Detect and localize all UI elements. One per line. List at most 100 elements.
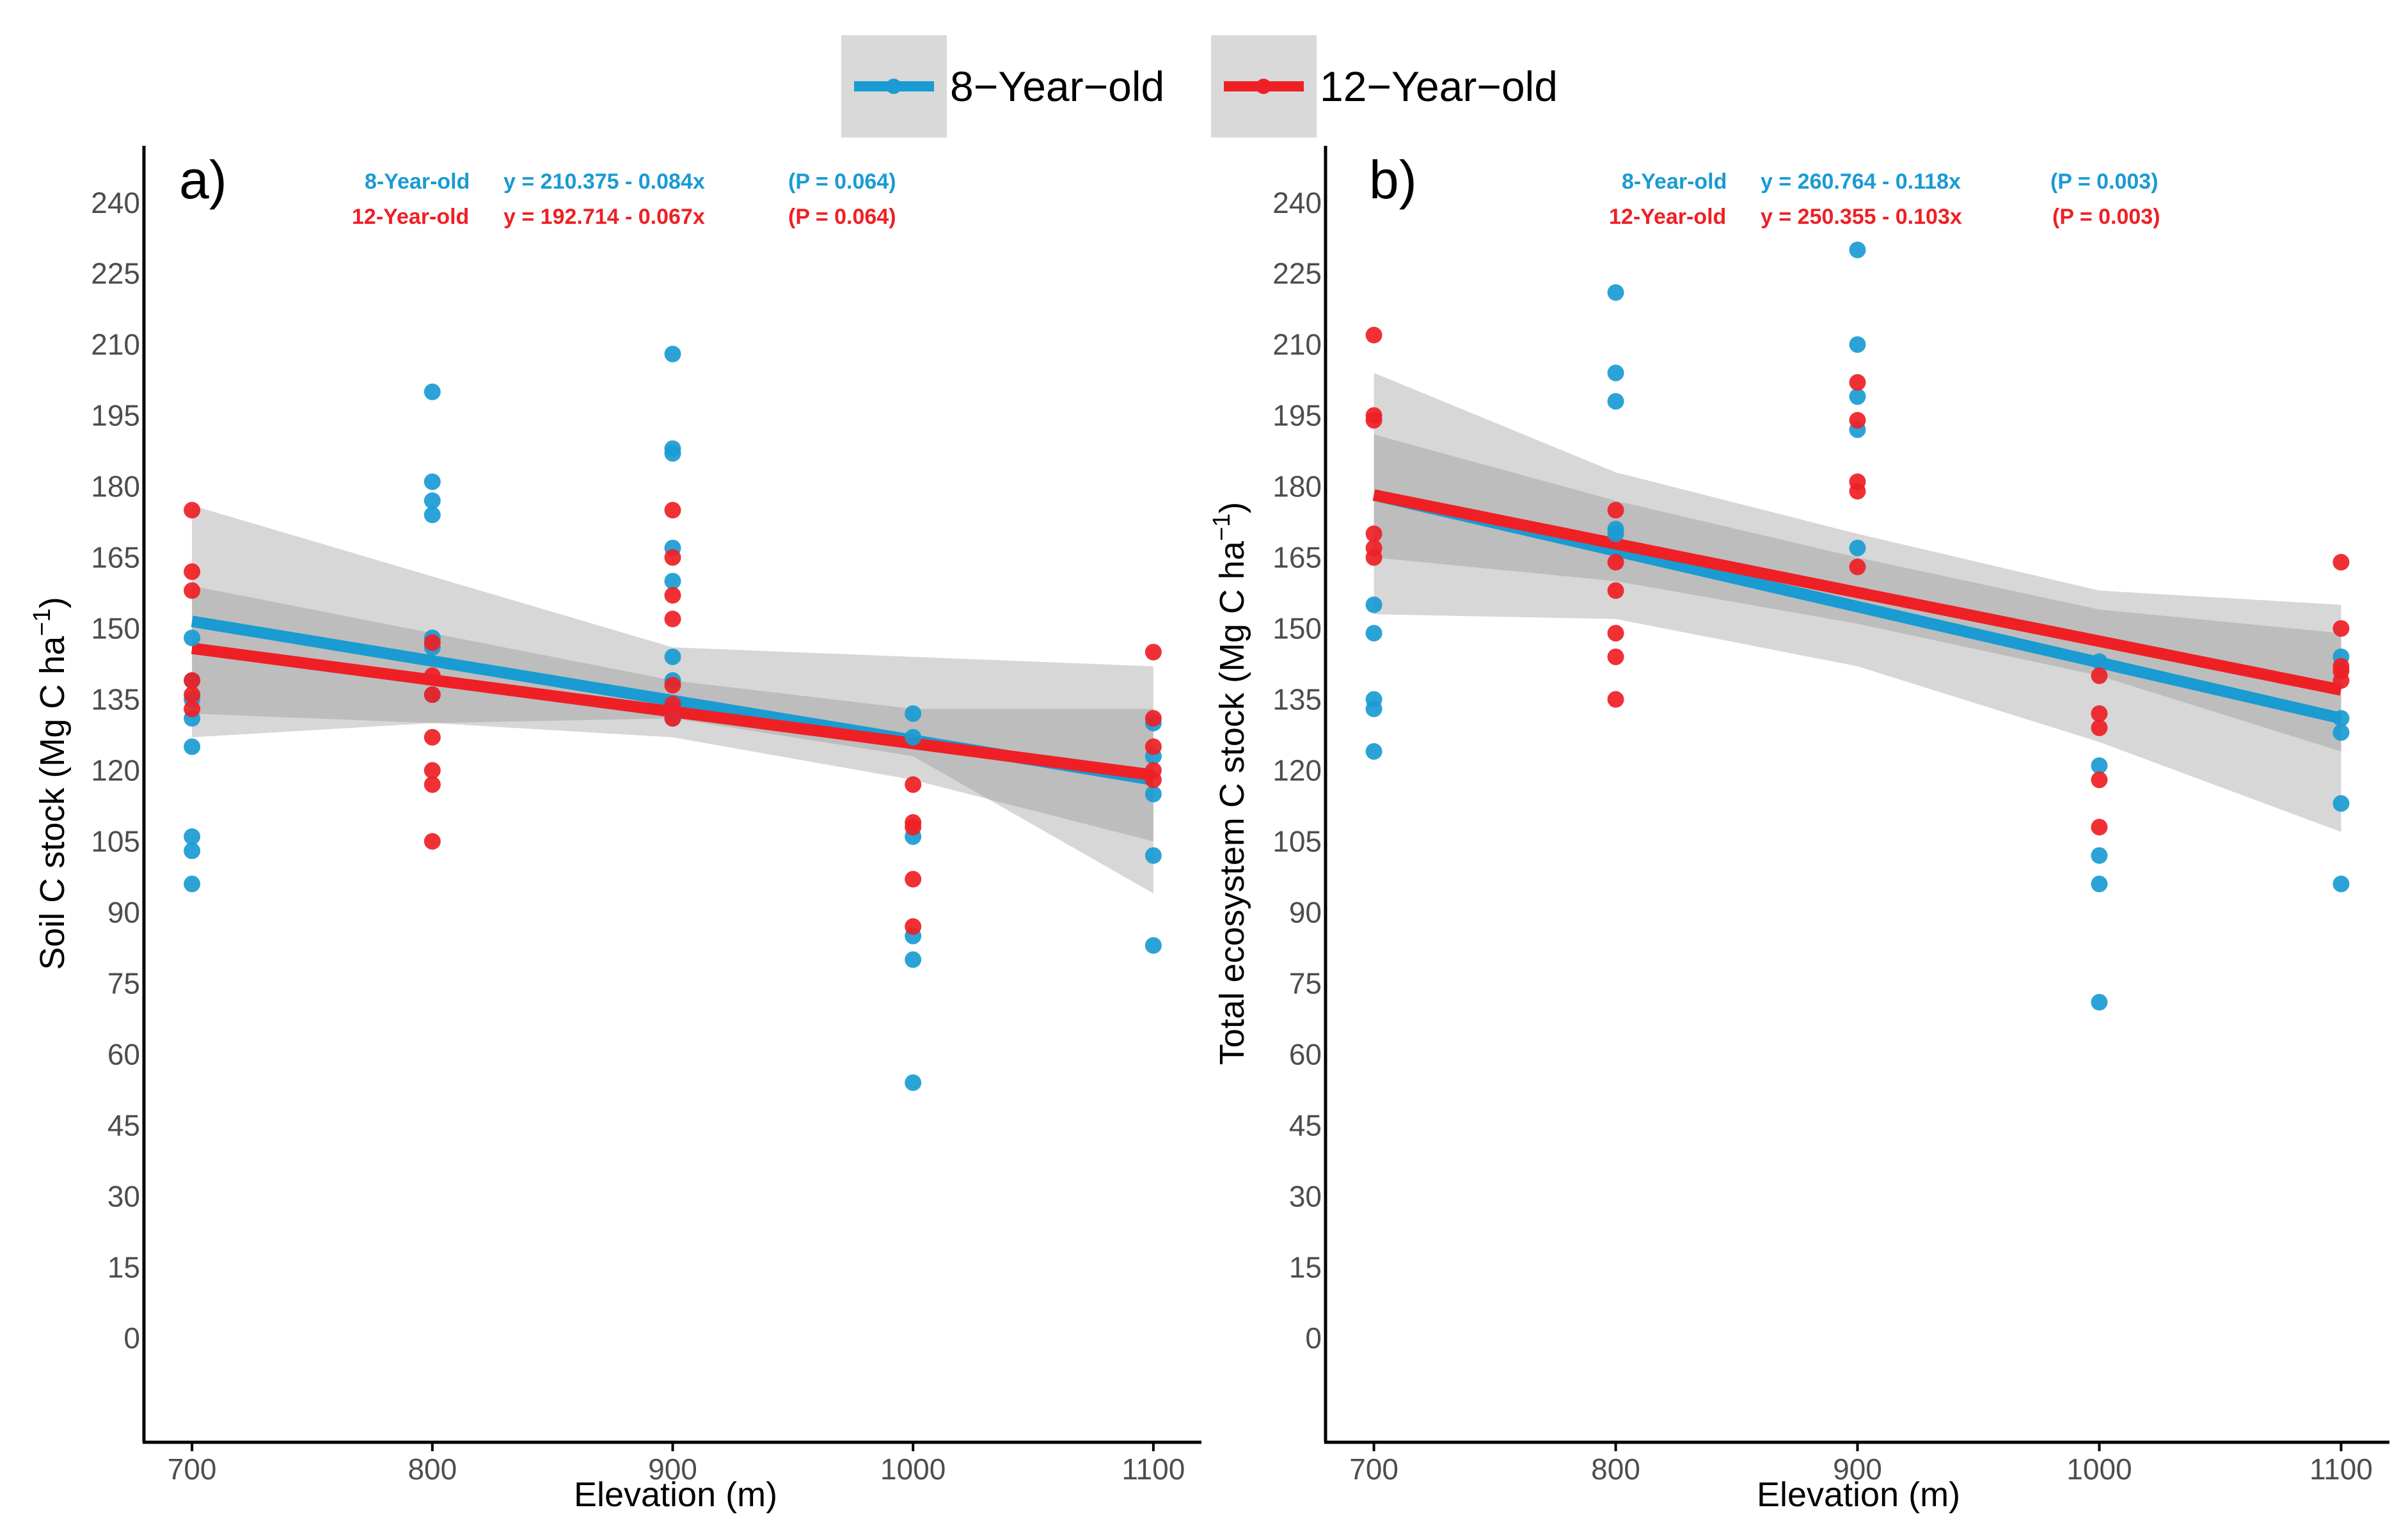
panel-a-point-8-year-old-24 — [905, 728, 922, 746]
panel-a-y-tick-180: 180 — [91, 470, 140, 503]
panel-a-axes — [142, 146, 1201, 1451]
panel-a-eq-series-label-8: 8-Year-old — [365, 169, 470, 194]
panel-b-point-8-year-old-10 — [1849, 241, 1866, 258]
panel-b-point-8-year-old-12 — [1849, 388, 1866, 405]
panel-b-point-8-year-old-4 — [1365, 743, 1382, 760]
panel-a-data-points — [184, 345, 1162, 1091]
panel-b-eq-formula-12: y = 250.355 - 0.103x — [1761, 205, 1962, 229]
panel-a-y-axis-title-main: Soil C stock (Mg C ha — [33, 636, 72, 970]
panel-b-point-8-year-old-11 — [1849, 336, 1866, 353]
panel-b-y-tick-165: 165 — [1272, 541, 1322, 574]
legend-label-12-year-old: 12−Year−old — [1320, 63, 1558, 110]
panel-a-point-12-year-old-11 — [424, 776, 441, 793]
panel-b-point-8-year-old-23 — [2333, 795, 2350, 812]
panel-b-point-12-year-old-12 — [1849, 374, 1866, 391]
panel-a-y-axis-title-close: ) — [33, 597, 72, 608]
panel-b-y-tick-15: 15 — [1289, 1250, 1322, 1284]
panel-a-x-tick-1000: 1000 — [880, 1452, 946, 1486]
panel-a-point-8-year-old-9 — [424, 473, 441, 491]
panel-a-point-12-year-old-15 — [664, 586, 681, 604]
panel-a-point-12-year-old-29 — [1145, 771, 1162, 789]
panel-b-y-axis-title-close: ) — [1213, 502, 1251, 514]
panel-b-data-points — [1365, 241, 2350, 1011]
panel-a-eq-formula-8: y = 210.375 - 0.084x — [503, 169, 705, 194]
panel-a-point-12-year-old-17 — [664, 677, 681, 694]
panel-a-point-12-year-old-8 — [424, 686, 441, 704]
panel-a-point-12-year-old-22 — [905, 819, 922, 836]
panel-b-point-12-year-old-20 — [2091, 771, 2108, 789]
panel-a-point-12-year-old-27 — [1145, 738, 1162, 755]
panel-b-point-8-year-old-14 — [1849, 539, 1866, 556]
panel-b-y-tick-210: 210 — [1272, 328, 1322, 361]
panel-b-point-12-year-old-6 — [1607, 501, 1624, 519]
panel-a-y-tick-30: 30 — [107, 1179, 140, 1213]
panel-a-y-tick-195: 195 — [91, 399, 140, 432]
panel-b-eq-series-label-12: 12-Year-old — [1609, 205, 1726, 229]
panel-a-point-12-year-old-3 — [184, 672, 201, 689]
panel-a-y-tick-150: 150 — [91, 612, 140, 645]
panel-b-point-12-year-old-13 — [1849, 412, 1866, 429]
panel-a-point-8-year-old-8 — [424, 383, 441, 400]
panel-b-point-8-year-old-22 — [2333, 724, 2350, 741]
panel-a-point-12-year-old-6 — [424, 634, 441, 651]
panel-a-point-8-year-old-27 — [905, 951, 922, 968]
panel-b-y-axis-title-sup: −1 — [1208, 514, 1235, 541]
panel-b-point-8-year-old-3 — [1365, 700, 1382, 718]
panel-b-equations: 8-Year-old y = 260.764 - 0.118x (P = 0.0… — [1609, 169, 2160, 229]
panel-b-point-12-year-old-15 — [1849, 483, 1866, 500]
panel-a-y-tick-15: 15 — [107, 1250, 140, 1284]
panel-b-label: b) — [1369, 150, 1417, 210]
panel-b-point-8-year-old-17 — [2091, 847, 2108, 864]
panel-b-point-12-year-old-7 — [1607, 554, 1624, 571]
panel-a-point-12-year-old-10 — [424, 762, 441, 779]
panel-b-point-12-year-old-17 — [2091, 667, 2108, 684]
panel-a-y-tick-240: 240 — [91, 186, 140, 219]
panel-b-x-tick-labels: 700 800 900 1000 1100 — [1349, 1452, 2373, 1486]
panel-b-point-12-year-old-5 — [1365, 549, 1382, 566]
panel-b-eq-series-label-8: 8-Year-old — [1622, 169, 1727, 194]
panel-b-y-tick-105: 105 — [1272, 824, 1322, 858]
panel-a-point-8-year-old-15 — [664, 345, 681, 363]
panel-a-point-8-year-old-4 — [184, 738, 201, 755]
panel-a-y-tick-135: 135 — [91, 683, 140, 716]
panel-a-point-8-year-old-31 — [1145, 785, 1162, 803]
panel-a-eq-p-12: (P = 0.064) — [788, 205, 896, 229]
panel-b-y-tick-135: 135 — [1272, 683, 1322, 716]
panel-b-point-8-year-old-18 — [2091, 876, 2108, 893]
panel-a-point-8-year-old-7 — [184, 876, 201, 893]
panel-b-y-tick-90: 90 — [1289, 895, 1322, 929]
panel-a-point-12-year-old-14 — [664, 549, 681, 566]
panel-b-point-12-year-old-3 — [1365, 525, 1382, 542]
panel-a-point-8-year-old-17 — [664, 445, 681, 462]
panel-b-point-12-year-old-0 — [1365, 326, 1382, 343]
panel-a-point-8-year-old-23 — [905, 705, 922, 722]
panel-a-y-axis-title-sup: −1 — [29, 608, 56, 636]
panel-a-point-12-year-old-19 — [664, 710, 681, 727]
panel-b-y-tick-120: 120 — [1272, 754, 1322, 787]
panel-b-point-12-year-old-9 — [1607, 624, 1624, 642]
panel-a-y-tick-165: 165 — [91, 541, 140, 574]
panel-b-x-tick-700: 700 — [1349, 1452, 1398, 1486]
panel-b-point-8-year-old-9 — [1607, 525, 1624, 542]
panel-b-x-tick-900: 900 — [1833, 1452, 1882, 1486]
panel-b-point-8-year-old-1 — [1365, 624, 1382, 642]
panel-b-y-tick-180: 180 — [1272, 470, 1322, 503]
panel-b-x-tick-1100: 1100 — [2309, 1452, 2373, 1486]
panel-b-y-tick-225: 225 — [1272, 257, 1322, 290]
panel-a-eq-formula-12: y = 192.714 - 0.067x — [503, 205, 705, 229]
panel-b-point-12-year-old-21 — [2091, 819, 2108, 836]
panel-b-fit-line-12-year-old — [1372, 489, 2343, 696]
panel-a-point-8-year-old-19 — [664, 572, 681, 590]
panel-a-point-12-year-old-4 — [184, 686, 201, 704]
panel-b-point-8-year-old-16 — [2091, 757, 2108, 775]
panel-a-label: a) — [179, 150, 227, 210]
panel-b-point-12-year-old-2 — [1365, 412, 1382, 429]
panel-a-x-tick-800: 800 — [408, 1452, 457, 1486]
panel-a-point-8-year-old-20 — [664, 648, 681, 665]
legend-dot-12-year-old — [1256, 79, 1271, 94]
panel-b-point-8-year-old-7 — [1607, 393, 1624, 410]
panel-a-x-tick-900: 900 — [648, 1452, 697, 1486]
panel-a-x-tick-1100: 1100 — [1121, 1452, 1185, 1486]
panel-a-equations: 8-Year-old y = 210.375 - 0.084x (P = 0.0… — [352, 169, 896, 229]
